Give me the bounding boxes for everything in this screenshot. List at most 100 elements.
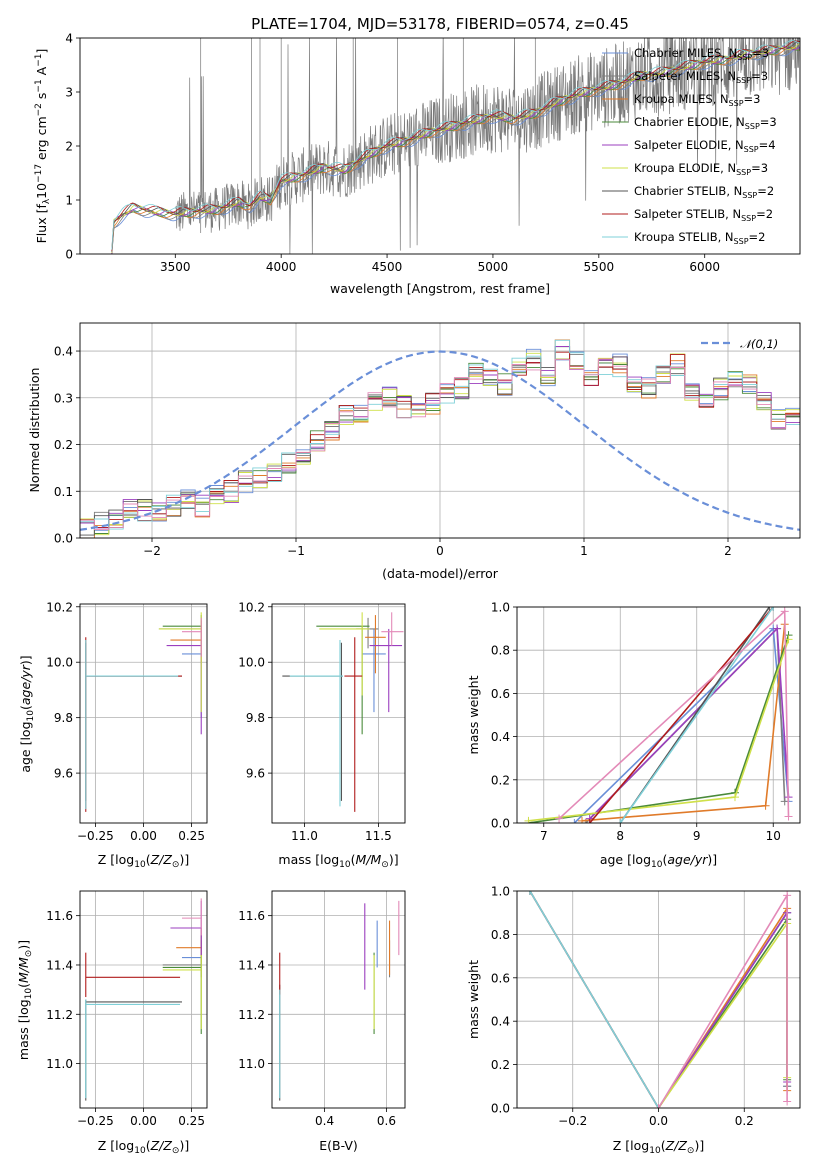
y-tick-label: 10.0 bbox=[238, 656, 265, 670]
x-tick-label: 0.00 bbox=[130, 1114, 157, 1128]
axes-frame bbox=[79, 37, 801, 255]
chart-mass_weight_vs_age: 7 8 9 10 0.0 0.2 0.4 0.6 0.8 1.0 mass weight age [l… bbox=[466, 601, 801, 870]
weight-series-10 bbox=[558, 609, 790, 820]
axes-frame bbox=[516, 890, 801, 1109]
histogram-series-4 bbox=[80, 346, 800, 538]
legend-entry: Salpeter ELODIE, NSSP=4 bbox=[634, 138, 776, 154]
errorbar-point-10 bbox=[181, 617, 202, 657]
x-tick-label: −0.2 bbox=[558, 1114, 587, 1128]
weight-marker bbox=[784, 812, 793, 821]
x-axis-label: (data-model)/error bbox=[382, 566, 499, 581]
y-tick-label: 10.2 bbox=[238, 600, 265, 614]
figure-title: PLATE=1704, MJD=53178, FIBERID=0574, z=0… bbox=[251, 15, 629, 33]
errorbar-point-5 bbox=[369, 628, 403, 713]
x-tick-label: 10 bbox=[766, 829, 781, 843]
weight-marker bbox=[769, 607, 778, 611]
errorbar-point-9 bbox=[289, 640, 343, 807]
x-axis-label: Z [log10(Z/Z⊙)] bbox=[98, 852, 189, 870]
y-axis-label: mass weight bbox=[466, 960, 481, 1039]
x-tick-label: 5000 bbox=[478, 260, 509, 274]
chart-mass_vs_ebv: 0.4 0.6 11.0 11.2 11.4 11.6 E(B-V) bbox=[238, 890, 406, 1153]
histogram-series-8 bbox=[80, 351, 800, 538]
errorbar-point-4 bbox=[316, 625, 370, 735]
legend-entry: Chabrier STELIB, NSSP=2 bbox=[634, 184, 774, 200]
y-tick-label: 10.0 bbox=[46, 656, 73, 670]
weight-marker bbox=[585, 819, 594, 823]
x-tick-label: 2 bbox=[724, 544, 732, 558]
x-tick-label: −0.25 bbox=[77, 829, 114, 843]
y-tick-label: 0.1 bbox=[54, 485, 73, 499]
chart-spectrum: 3500 4000 4500 5000 5500 6000 0 1 2 3 4 Chabrier MI… bbox=[34, 32, 801, 296]
plot-area bbox=[524, 607, 793, 823]
weight-marker bbox=[780, 607, 789, 616]
plot-area bbox=[279, 900, 400, 1101]
histogram-series-10 bbox=[80, 358, 800, 538]
errorbar-point-1 bbox=[362, 628, 386, 713]
x-tick-label: 0.25 bbox=[178, 1114, 205, 1128]
y-tick-label: 0.6 bbox=[491, 971, 510, 985]
chart-age_vs_Z: −0.25 0.00 0.25 9.6 9.8 10.0 10.2 Z [log10(Z/Z⊙… bbox=[18, 600, 208, 870]
x-tick-label: 11.5 bbox=[365, 829, 392, 843]
legend-entry: Chabrier ELODIE, NSSP=3 bbox=[634, 115, 777, 131]
x-tick-label: 0.00 bbox=[130, 829, 157, 843]
plot-area bbox=[80, 339, 800, 538]
model-spectrum-7 bbox=[111, 40, 800, 252]
weight-series-9 bbox=[529, 891, 660, 1108]
y-tick-label: 0.4 bbox=[491, 1015, 510, 1029]
y-tick-label: 11.4 bbox=[238, 958, 265, 972]
model-spectrum-8 bbox=[111, 40, 800, 251]
x-tick-label: 0.6 bbox=[377, 1114, 396, 1128]
legend-entry: Salpeter MILES, NSSP=3 bbox=[634, 69, 768, 85]
plot-area bbox=[85, 898, 202, 1101]
x-tick-label: 1 bbox=[580, 544, 588, 558]
errorbar-point-4 bbox=[162, 615, 202, 657]
x-axis-label: age [log10(age/yr)] bbox=[600, 852, 717, 870]
weight-marker bbox=[780, 797, 789, 806]
y-axis-label: mass weight bbox=[466, 675, 481, 754]
errorbar-point-8 bbox=[85, 952, 181, 998]
x-tick-label: 0.2 bbox=[735, 1114, 754, 1128]
y-tick-label: 10.2 bbox=[46, 600, 73, 614]
legend: Chabrier MILES, NSSP=3 Salpeter MILES, NS… bbox=[602, 46, 777, 246]
weight-marker bbox=[654, 1104, 663, 1108]
weight-series-10 bbox=[657, 892, 788, 1108]
axes-frame bbox=[79, 603, 208, 824]
legend-entry: Chabrier MILES, NSSP=3 bbox=[634, 46, 769, 62]
y-tick-label: 1 bbox=[65, 194, 73, 208]
y-tick-label: 3 bbox=[65, 86, 73, 100]
x-tick-label: 11.0 bbox=[291, 829, 318, 843]
errorbar-point-9 bbox=[85, 999, 181, 1099]
y-tick-label: 11.2 bbox=[238, 1008, 265, 1022]
errorbar-point-2 bbox=[162, 940, 202, 978]
errorbar-point-7 bbox=[282, 642, 343, 801]
legend-entry: Kroupa ELODIE, NSSP=3 bbox=[634, 161, 768, 177]
weight-marker bbox=[524, 816, 533, 823]
plot-area bbox=[85, 612, 202, 812]
weight-series-8 bbox=[589, 607, 774, 823]
x-axis-label: wavelength [Angstrom, rest frame] bbox=[330, 281, 550, 296]
svg-text:mass [log10(M/M⊙)]: mass [log10(M/M⊙)] bbox=[16, 940, 34, 1060]
axes-frame bbox=[271, 603, 406, 824]
errorbar-point-6 bbox=[162, 955, 202, 1030]
weight-marker bbox=[761, 801, 770, 810]
y-tick-label: 9.6 bbox=[246, 767, 265, 781]
y-tick-label: 0.3 bbox=[54, 391, 73, 405]
y-tick-label: 0.2 bbox=[491, 773, 510, 787]
x-tick-label: −1 bbox=[287, 544, 305, 558]
weight-series-9 bbox=[619, 607, 774, 823]
y-tick-label: 9.8 bbox=[54, 711, 73, 725]
model-spectrum-6 bbox=[111, 42, 800, 253]
weight-marker bbox=[765, 607, 774, 611]
legend-entry: Kroupa STELIB, NSSP=2 bbox=[634, 230, 765, 246]
weight-series-2 bbox=[585, 626, 786, 823]
gaussian-curve bbox=[80, 350, 800, 531]
model-spectrum-9 bbox=[111, 40, 800, 250]
y-tick-label: 0.8 bbox=[491, 644, 510, 658]
weight-marker bbox=[525, 891, 534, 895]
y-axis-label: age [log10(age/yr)] bbox=[18, 655, 36, 772]
axes-frame bbox=[271, 890, 406, 1109]
axes-frame bbox=[79, 890, 208, 1109]
errorbar-point-2 bbox=[158, 620, 202, 649]
errorbar-point-3 bbox=[170, 620, 202, 663]
